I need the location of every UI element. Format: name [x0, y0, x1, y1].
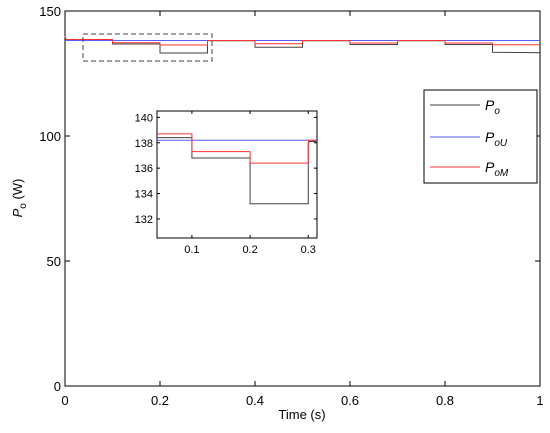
- main-series: [64, 35, 541, 54]
- legend-entry-po: Po: [430, 97, 500, 117]
- x-axis-label: Time (s): [278, 407, 325, 422]
- series-line-pom: [64, 35, 540, 46]
- x-tick-label: 1: [536, 393, 543, 408]
- legend-entry-pom: PoM: [430, 159, 509, 179]
- legend-label-po: Po: [485, 97, 500, 117]
- inset-y-tick-label: 134: [135, 189, 153, 201]
- x-axis-ticks: 0 0.2 0.4 0.6 0.8 1: [61, 11, 544, 408]
- y-tick-label: 50: [47, 254, 61, 269]
- x-tick-label: 0.6: [341, 393, 359, 408]
- inset-series-line-pom: [157, 133, 317, 164]
- x-tick-label: 0.2: [151, 393, 169, 408]
- x-tick-label: 0.4: [246, 393, 264, 408]
- inset-y-tick-label: 140: [135, 112, 153, 124]
- legend-entry-pou: PoU: [430, 129, 508, 149]
- x-tick-label: 0.8: [436, 393, 454, 408]
- inset-x-tick-label: 0.1: [184, 244, 199, 256]
- inset-y-axis-ticks: 132 134 136 138 140: [135, 112, 317, 226]
- legend: Po PoU PoM: [423, 89, 538, 184]
- y-tick-label: 100: [39, 129, 61, 144]
- inset-plot-area: [156, 110, 318, 239]
- inset-x-tick-label: 0.3: [301, 244, 316, 256]
- legend-label-pou: PoU: [485, 129, 508, 149]
- inset-y-tick-label: 132: [135, 214, 153, 226]
- y-axis-ticks: 0 50 100 150: [39, 4, 540, 394]
- inset-y-tick-label: 136: [135, 163, 153, 175]
- y-axis-label: Po (W): [10, 179, 29, 218]
- y-tick-label: 150: [39, 4, 61, 19]
- inset-x-tick-label: 0.2: [242, 244, 257, 256]
- inset-series: [157, 133, 317, 205]
- zoom-region-box: [82, 33, 213, 62]
- legend-label-pom: PoM: [485, 159, 509, 179]
- x-tick-label: 0: [61, 393, 68, 408]
- y-tick-label: 0: [54, 379, 61, 394]
- inset-y-tick-label: 138: [135, 138, 153, 150]
- inset-x-axis-ticks: 0.1 0.2 0.3: [184, 111, 316, 256]
